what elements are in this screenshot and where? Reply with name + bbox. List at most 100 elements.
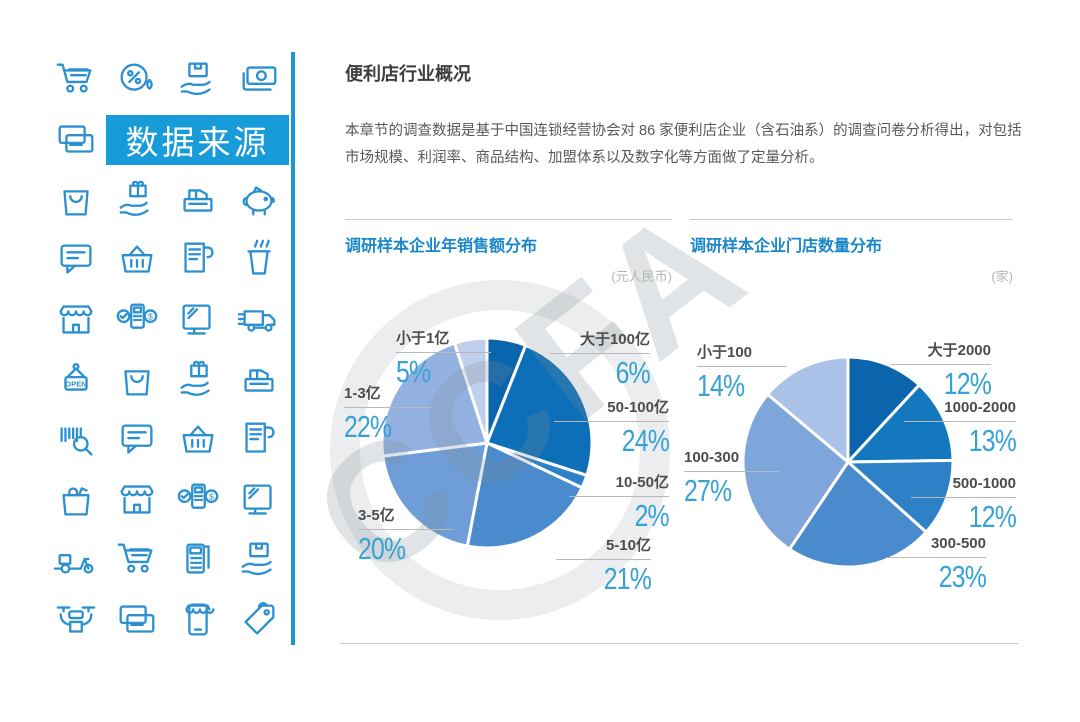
slice-label: 3-5亿 (358, 507, 395, 524)
cart-icon (113, 536, 161, 584)
callout-line (904, 421, 1016, 422)
monitor-icon (235, 476, 283, 524)
slice-callout: 小于100 14% (697, 344, 787, 403)
slice-callout: 大于100亿 6% (550, 331, 651, 390)
basket-icon (113, 236, 161, 284)
slice-callout: 100-300 27% (684, 449, 779, 508)
slice-label: 300-500 (930, 535, 986, 552)
callout-line (569, 496, 669, 497)
truck-icon (235, 296, 283, 344)
open-icon: OPEN (52, 356, 100, 404)
receipt-icon (174, 236, 222, 284)
register-icon (174, 176, 222, 224)
slice-label: 大于100亿 (579, 331, 650, 348)
slice-callout: 大于2000 12% (891, 342, 992, 401)
body-text: 本章节的调查数据是基于中国连锁经营协会对 86 家便利店企业（含石油系）的调查问… (345, 123, 1022, 166)
pie-slice (846, 458, 955, 534)
pos-icon: $ (174, 476, 222, 524)
sidebar-divider (291, 52, 295, 645)
slice-label: 小于1亿 (396, 330, 450, 347)
cards-icon (113, 596, 161, 644)
drone-icon (52, 596, 100, 644)
pie-chart-0 (380, 336, 594, 550)
slice-label: 1-3亿 (344, 385, 381, 402)
callout-line (358, 529, 453, 530)
slice-percent: 14% (697, 368, 745, 403)
slice-percent: 27% (684, 473, 732, 508)
slice-percent: 23% (938, 559, 987, 594)
slice-callout: 500-1000 12% (911, 475, 1017, 534)
pie-slice (380, 341, 489, 458)
piggy-icon (235, 176, 283, 224)
monitor-icon (174, 296, 222, 344)
svg-text:OPEN: OPEN (65, 380, 87, 389)
chat-icon (113, 416, 161, 464)
svg-text:$: $ (209, 492, 214, 502)
callout-line (891, 364, 991, 365)
percent-icon (113, 56, 161, 104)
slice-callout: 10-50亿 2% (569, 474, 670, 533)
calculator-icon (174, 536, 222, 584)
basket-icon (174, 416, 222, 464)
slice-label: 大于2000 (927, 342, 991, 359)
slice-callout: 50-100亿 24% (554, 399, 670, 458)
banknote-icon (235, 56, 283, 104)
callout-line (911, 497, 1016, 498)
slice-callout: 1-3亿 22% (344, 385, 432, 444)
callout-line (344, 407, 432, 408)
callout-line (697, 366, 787, 367)
callout-line (886, 557, 986, 558)
cards-icon (52, 116, 100, 164)
slice-callout: 5-10亿 21% (556, 537, 652, 596)
slice-label: 500-1000 (952, 475, 1016, 492)
store-icon (113, 476, 161, 524)
pos-icon: $ (113, 296, 161, 344)
pie-slice (453, 336, 489, 445)
grocery-icon (52, 476, 100, 524)
cart-icon (52, 56, 100, 104)
mobileshop-icon (174, 596, 222, 644)
callout-line (550, 353, 650, 354)
slice-percent: 5% (396, 354, 431, 389)
barcode-icon (52, 416, 100, 464)
bag-icon (113, 356, 161, 404)
callout-line (684, 471, 779, 472)
slice-callout: 小于1亿 5% (396, 330, 491, 389)
callout-line (396, 352, 491, 353)
bottom-divider (340, 643, 1018, 644)
slice-callout: 1000-2000 13% (904, 399, 1017, 458)
chart-title-stores: 调研样本企业门店数量分布 (690, 238, 883, 255)
slice-percent: 21% (603, 561, 652, 596)
tag-icon (235, 596, 283, 644)
slice-callout: 300-500 23% (886, 535, 987, 594)
slice-callout: 3-5亿 20% (358, 507, 453, 566)
callout-line (556, 559, 651, 560)
slice-percent: 13% (968, 423, 1017, 458)
register-icon (235, 356, 283, 404)
pie-slice (846, 383, 955, 464)
slice-percent: 6% (615, 355, 651, 390)
chart-header-sales: 调研样本企业年销售额分布 (元人民币) (345, 219, 672, 284)
chart-header-stores: 调研样本企业门店数量分布 (家) (690, 219, 1013, 284)
receipt-icon (235, 416, 283, 464)
chart-unit-sales: (元人民币) (611, 269, 672, 284)
slice-label: 50-100亿 (607, 399, 669, 416)
slice-percent: 12% (968, 499, 1017, 534)
slice-percent: 20% (358, 531, 406, 566)
pie-slice (846, 355, 921, 464)
bag-icon (52, 176, 100, 224)
slice-label: 小于100 (697, 344, 753, 361)
chart-title-sales: 调研样本企业年销售额分布 (345, 238, 538, 255)
scooter-icon (52, 536, 100, 584)
box-hand-icon (235, 536, 283, 584)
pie-slice (766, 355, 850, 464)
slice-percent: 12% (943, 366, 992, 401)
slice-label: 100-300 (684, 449, 740, 466)
cup-icon (235, 236, 283, 284)
slice-label: 1000-2000 (944, 399, 1016, 416)
chart-unit-stores: (家) (991, 269, 1013, 284)
slice-percent: 22% (344, 409, 392, 444)
gift-hand-icon (113, 176, 161, 224)
gift-hand-icon (174, 356, 222, 404)
